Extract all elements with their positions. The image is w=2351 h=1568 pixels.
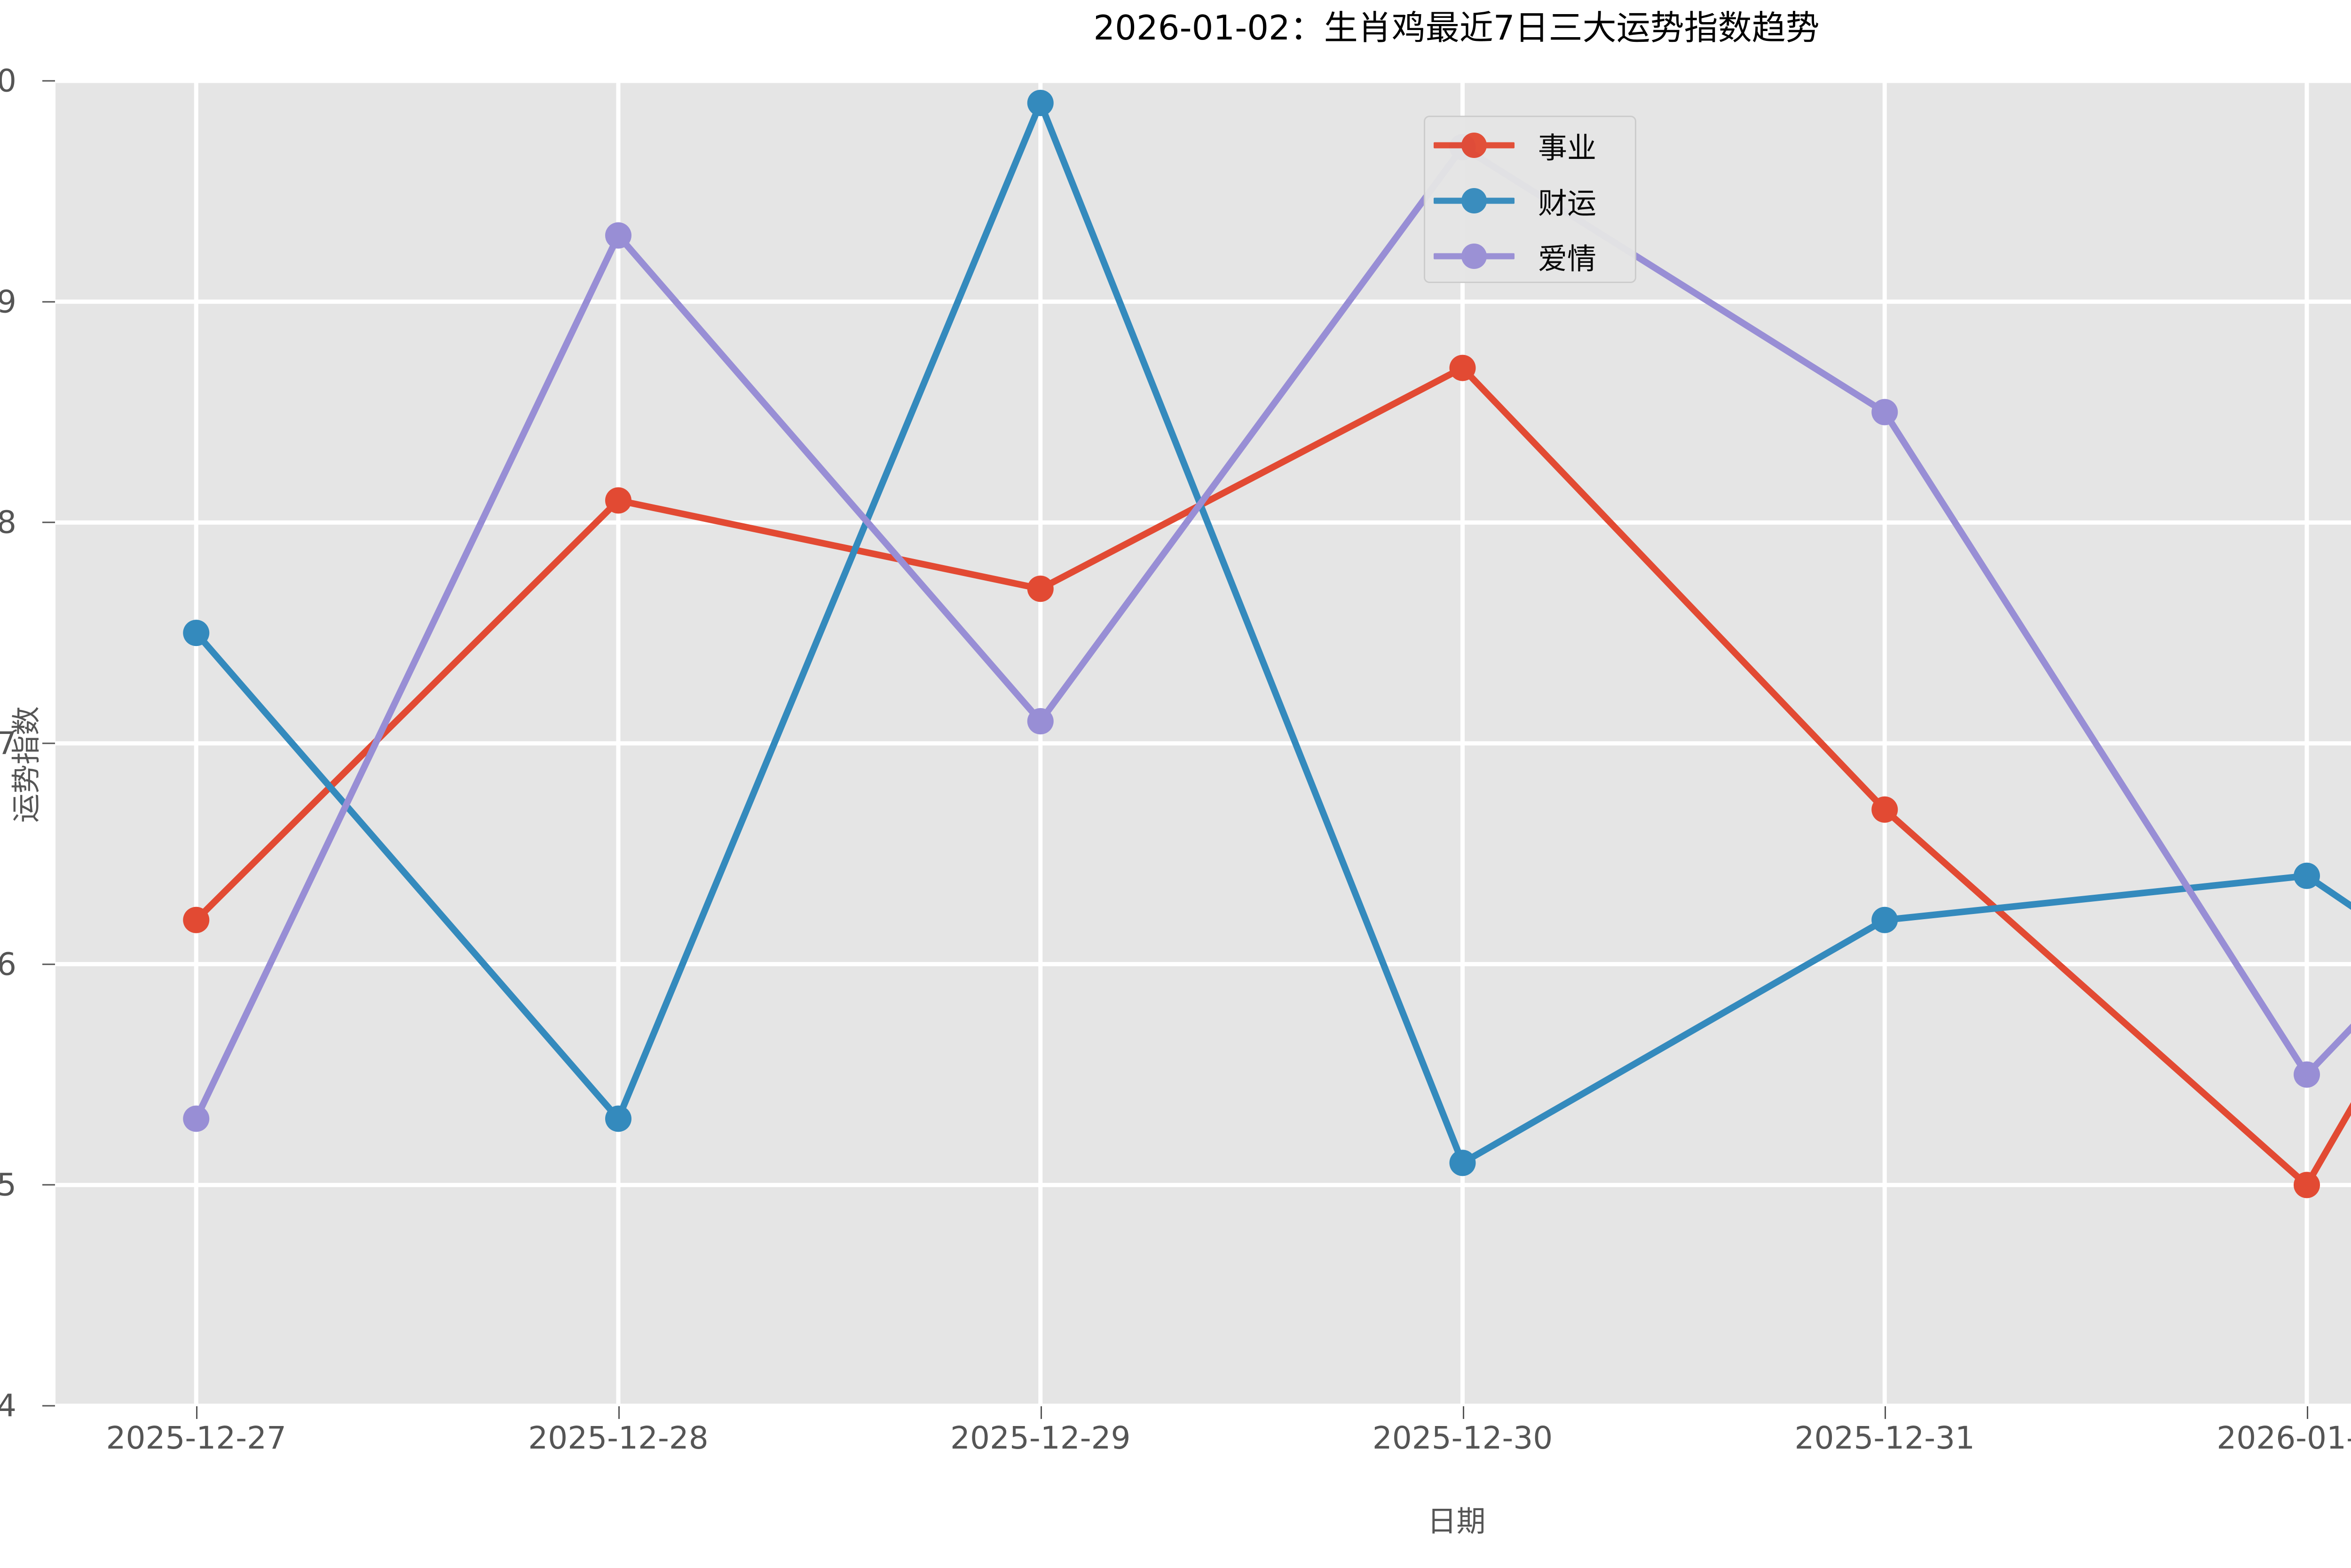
legend-marker-icon (1461, 133, 1487, 158)
series-line-事业 (193, 364, 2351, 1189)
series-markers (183, 89, 2320, 1198)
legend-item-事业[interactable]: 事业 (1425, 118, 1638, 173)
data-point (183, 906, 210, 933)
y-tick-label: 0.4 (0, 1387, 16, 1424)
y-tick-mark (42, 742, 55, 744)
data-point (1871, 906, 1898, 933)
legend-marker-icon (1461, 188, 1487, 213)
chart-title: 2026-01-02：生肖鸡最近7日三大运势指数趋势 (1093, 8, 1820, 47)
x-tick-label: 2025-12-30 (1372, 1420, 1553, 1456)
data-point (183, 620, 210, 646)
y-tick-label: 1.0 (0, 63, 16, 99)
data-point (1449, 1150, 1476, 1176)
data-point (1027, 89, 1054, 116)
x-axis-label: 日期 (1427, 1504, 1486, 1538)
legend-swatch (1434, 240, 1515, 273)
data-point (183, 1105, 210, 1132)
y-tick-label: 0.5 (0, 1166, 16, 1203)
x-tick-label: 2025-12-28 (528, 1420, 709, 1456)
legend-item-财运[interactable]: 财运 (1425, 173, 1638, 229)
legend-swatch (1434, 184, 1515, 217)
data-point (2294, 1061, 2320, 1088)
data-point (605, 222, 631, 249)
x-tick-label: 2025-12-27 (106, 1420, 287, 1456)
y-tick-mark (42, 521, 55, 523)
legend-label: 事业 (1538, 131, 1597, 165)
series-lines (193, 99, 2351, 1189)
data-point (1871, 796, 1898, 823)
data-point (1027, 575, 1054, 602)
x-tick-mark (196, 1406, 198, 1419)
y-tick-mark (42, 301, 55, 303)
data-point (1027, 708, 1054, 735)
y-tick-mark (42, 963, 55, 965)
y-tick-mark (42, 1184, 55, 1186)
data-point (605, 487, 631, 514)
x-tick-label: 2025-12-29 (950, 1420, 1131, 1456)
plot-area (55, 81, 2351, 1406)
data-point (1449, 355, 1476, 381)
plot-canvas (55, 81, 2351, 1406)
legend-item-爱情[interactable]: 爱情 (1425, 229, 1638, 284)
x-tick-mark (1462, 1406, 1464, 1419)
data-point (2294, 862, 2320, 889)
y-axis-label: 运势指数 (9, 706, 43, 823)
legend-marker-icon (1461, 244, 1487, 269)
x-tick-mark (2307, 1406, 2308, 1419)
gridlines (55, 81, 2351, 1406)
legend-swatch (1434, 129, 1515, 162)
chart-legend: 事业 财运 爱情 (1424, 116, 1636, 283)
data-point (605, 1105, 631, 1132)
x-tick-mark (1885, 1406, 1886, 1419)
legend-label: 爱情 (1538, 242, 1597, 276)
y-tick-label: 0.6 (0, 946, 16, 983)
y-tick-mark (42, 1405, 55, 1407)
y-tick-mark (42, 80, 55, 82)
y-tick-label: 0.7 (0, 725, 16, 762)
x-tick-mark (618, 1406, 620, 1419)
series-line-爱情 (193, 143, 2351, 1122)
data-point (2294, 1172, 2320, 1198)
x-tick-label: 2026-01-01 (2217, 1420, 2351, 1456)
y-tick-label: 0.9 (0, 284, 16, 320)
legend-label: 财运 (1538, 186, 1597, 221)
data-point (1871, 399, 1898, 425)
x-tick-label: 2025-12-31 (1794, 1420, 1975, 1456)
x-tick-mark (1040, 1406, 1042, 1419)
y-tick-label: 0.8 (0, 504, 16, 541)
